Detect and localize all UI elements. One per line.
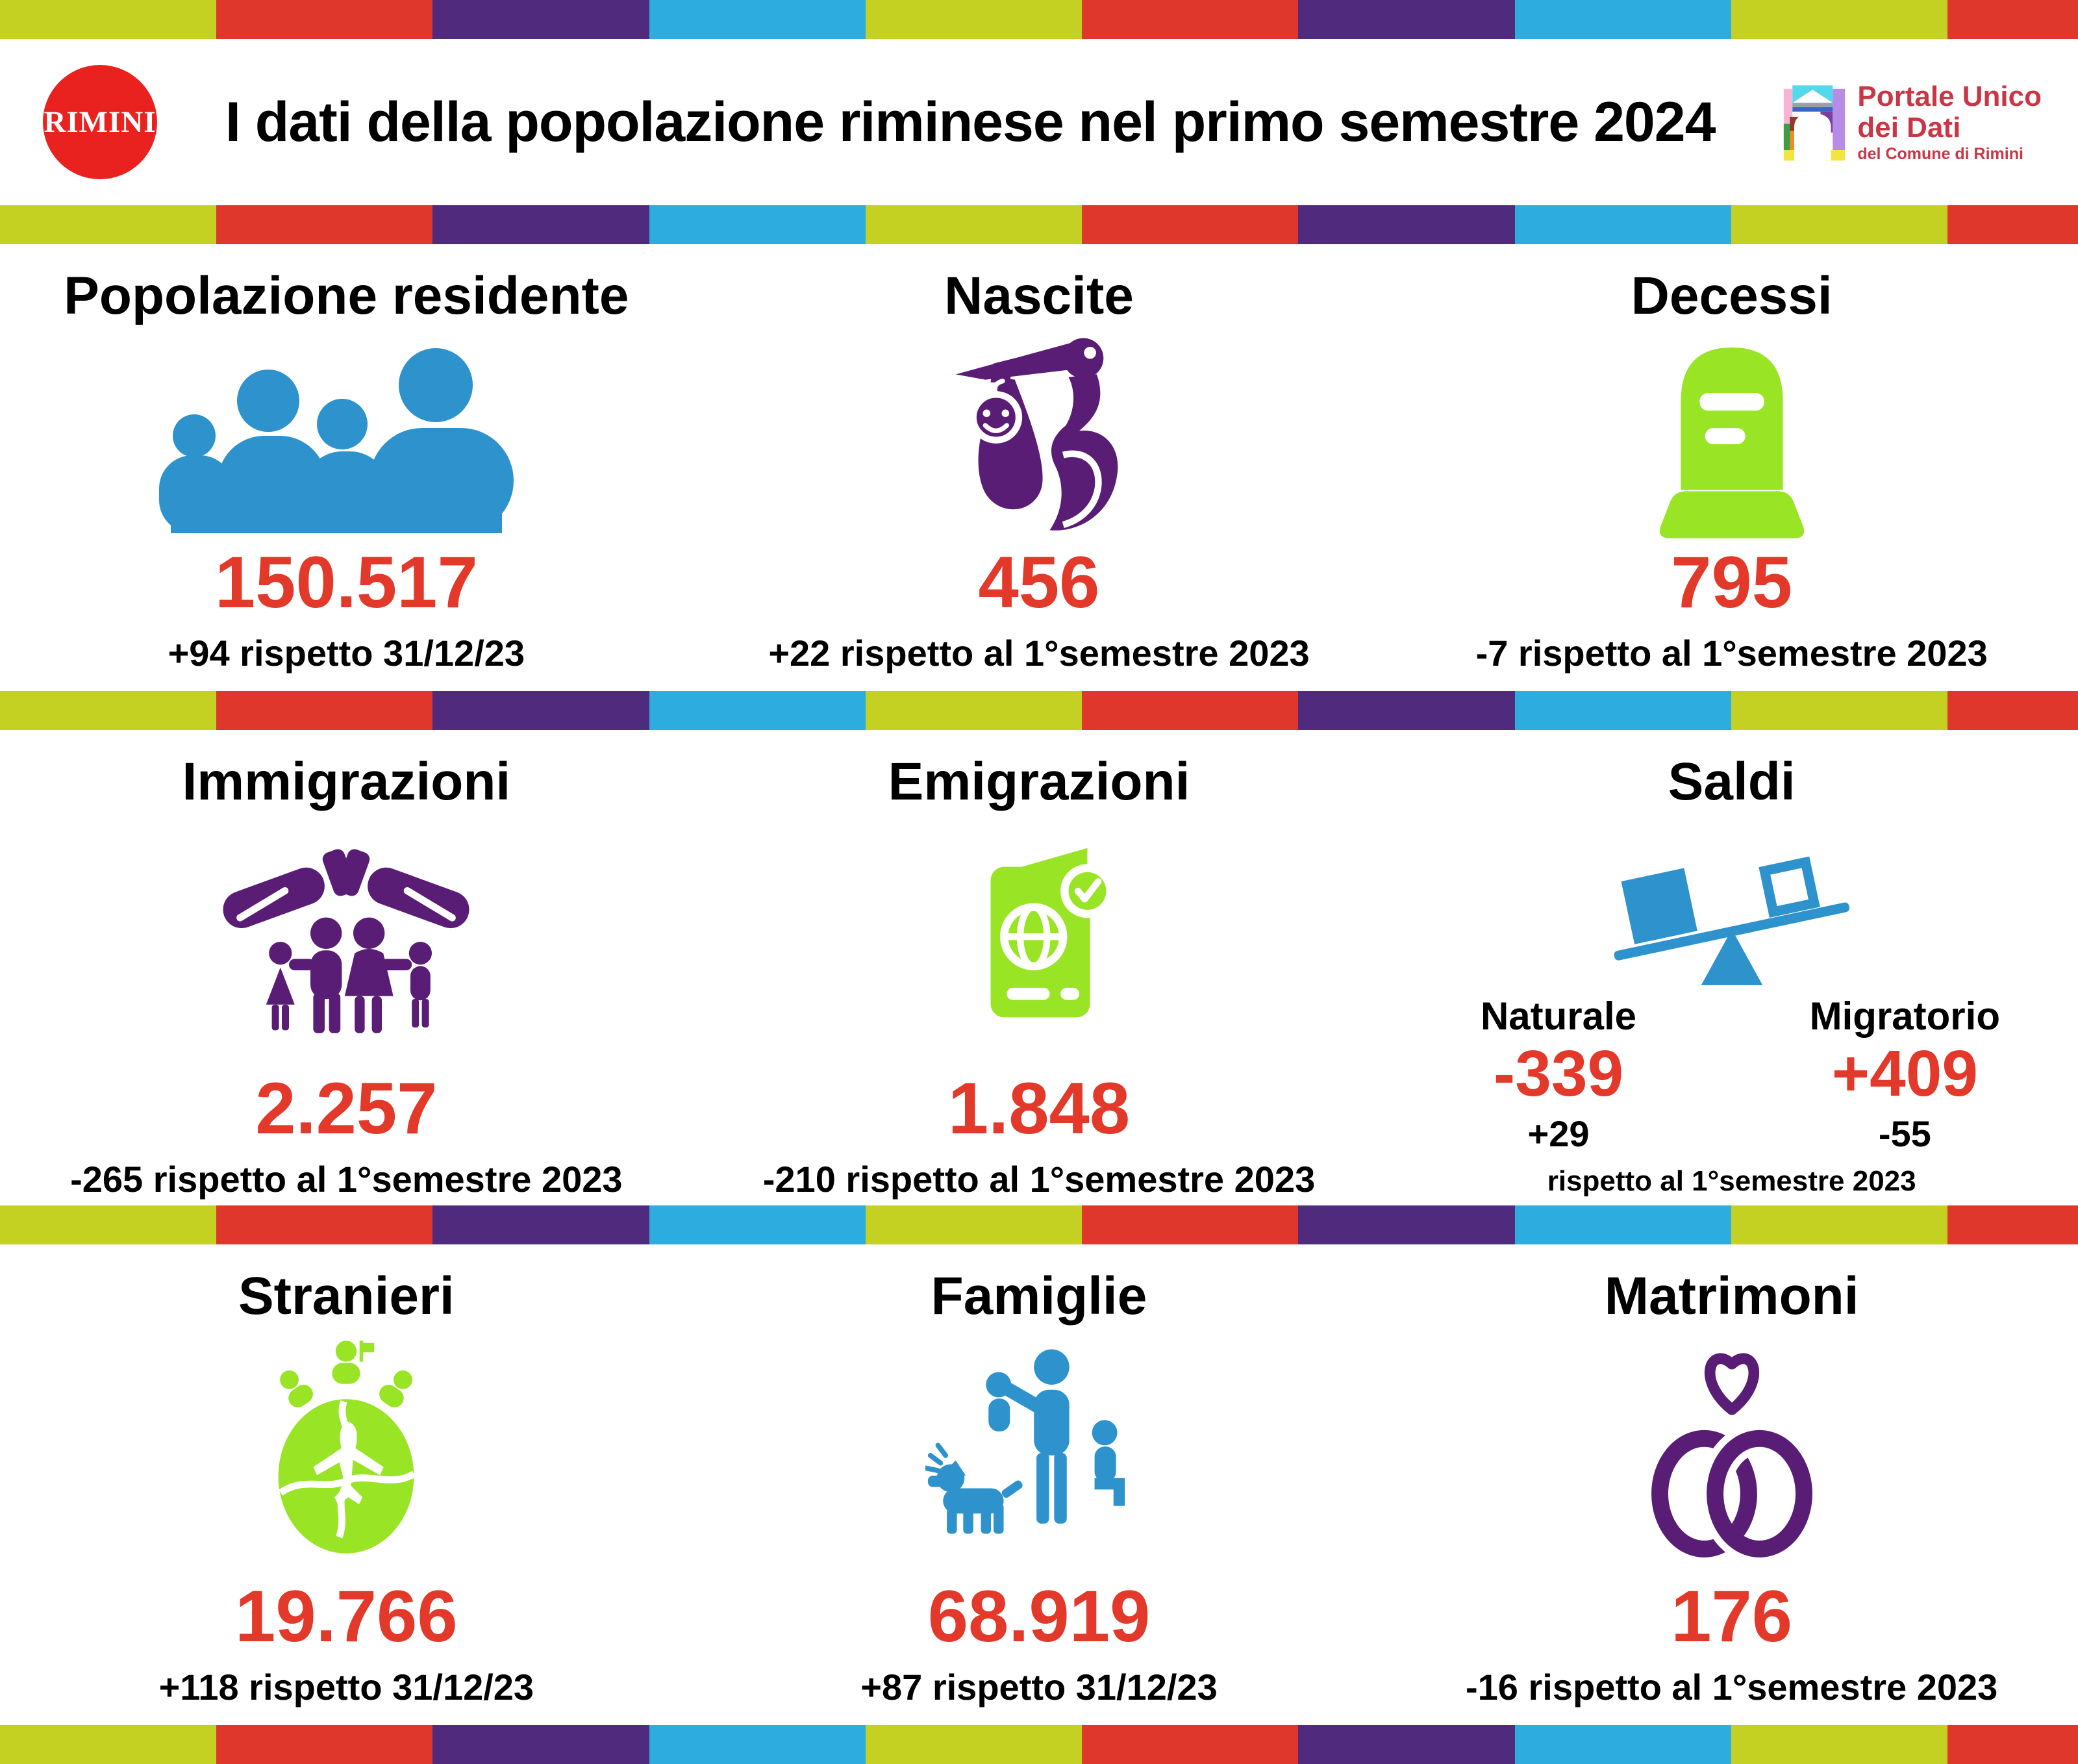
saldo-naturale: Naturale -339 +29 [1385,994,1731,1155]
saldi-columns: Naturale -339 +29 Migratorio +409 -55 [1385,994,2078,1155]
panel-famiglie: Famiglie [693,1244,1386,1725]
header: RIMINI I dati della popolazione riminese… [0,39,2078,205]
tombstone-icon [1638,326,1826,546]
panel-value: 19.766 [235,1576,458,1657]
decor-stripe-4 [0,1205,2078,1244]
panel-emigrazioni: Emigrazioni 1.848 -2 [693,730,1386,1217]
panel-title: Stranieri [238,1266,455,1326]
stork-icon [945,326,1133,546]
panel-matrimoni: Matrimoni 176 -16 rispetto al 1°semestre… [1385,1244,2078,1725]
panel-saldi: Saldi Naturale -339 +29 [1385,730,2078,1217]
saldo-migratorio: Migratorio +409 -55 [1732,994,2078,1155]
row-1: Popolazione residente 1 [0,244,2078,691]
panel-value: 2.257 [255,1067,438,1149]
panel-title: Nascite [944,266,1134,325]
passport-icon [945,812,1133,1072]
portal-logo: Portale Unico dei Dati del Comune di Rim… [1783,81,2042,163]
saldo-value: -339 [1493,1037,1624,1110]
panel-title: Immigrazioni [182,752,511,811]
decor-stripe-top [0,0,2078,39]
balance-icon [1592,812,1871,994]
portal-title-line2: dei Dati [1857,111,1961,144]
decor-stripe-2 [0,205,2078,244]
rimini-logo-text: RIMINI [44,105,156,139]
portal-logo-text: Portale Unico dei Dati del Comune di Rim… [1857,81,2042,163]
panel-value: 456 [978,542,1100,623]
panel-nascite: Nascite [693,244,1386,691]
panel-value: 176 [1671,1576,1793,1657]
saldi-note: rispetto al 1°semestre 2023 [1547,1165,1916,1197]
row-3: Stranieri [0,1244,2078,1725]
rimini-logo: RIMINI [43,65,157,179]
panel-delta: +87 rispetto 31/12/23 [860,1667,1218,1707]
panel-value: 1.848 [947,1067,1131,1149]
portal-subtitle: del Comune di Rimini [1857,145,2023,164]
panel-value: 68.919 [927,1576,1151,1657]
panel-title: Famiglie [931,1266,1147,1326]
panel-title: Saldi [1668,752,1796,811]
panel-title: Popolazione residente [64,266,629,325]
saldo-delta: -55 [1878,1113,1931,1154]
panel-popolazione-residente: Popolazione residente 1 [0,244,693,691]
panel-title: Emigrazioni [888,752,1190,811]
portal-title-line1: Portale Unico [1857,80,2042,112]
panel-delta: -265 rispetto al 1°semestre 2023 [70,1158,623,1200]
panel-title: Matrimoni [1604,1266,1859,1326]
panel-decessi: Decessi 795 -7 rispetto al 1°semestre 20… [1385,244,2078,691]
panel-delta: -16 rispetto al 1°semestre 2023 [1466,1667,1998,1707]
arco-di-augusto-icon [1784,85,1846,161]
row-2: Immigrazioni [0,730,2078,1205]
panel-immigrazioni: Immigrazioni [0,730,693,1217]
panel-delta: +94 rispetto 31/12/23 [168,633,525,674]
wedding-rings-icon [1636,1326,1828,1580]
saldo-value: +409 [1831,1037,1978,1110]
family-dog-icon [925,1326,1153,1580]
panel-delta: +22 rispetto al 1°semestre 2023 [768,633,1310,674]
saldo-label: Naturale [1480,994,1637,1038]
decor-stripe-3 [0,691,2078,730]
decor-stripe-bottom [0,1725,2078,1764]
panel-title: Decessi [1631,266,1833,325]
panel-stranieri: Stranieri [0,1244,693,1725]
panel-value: 795 [1671,542,1793,623]
saldo-label: Migratorio [1809,994,2000,1038]
panel-value: 150.517 [214,542,478,623]
population-group-icon [151,326,541,546]
page-title: I dati della popolazione riminese nel pr… [225,90,1716,153]
family-hands-icon [203,812,489,1072]
globe-people-icon [253,1326,440,1580]
panel-delta: -210 rispetto al 1°semestre 2023 [762,1158,1316,1200]
saldo-delta: +29 [1527,1113,1590,1154]
panel-delta: -7 rispetto al 1°semestre 2023 [1475,633,1988,674]
panel-delta: +118 rispetto 31/12/23 [158,1667,534,1707]
